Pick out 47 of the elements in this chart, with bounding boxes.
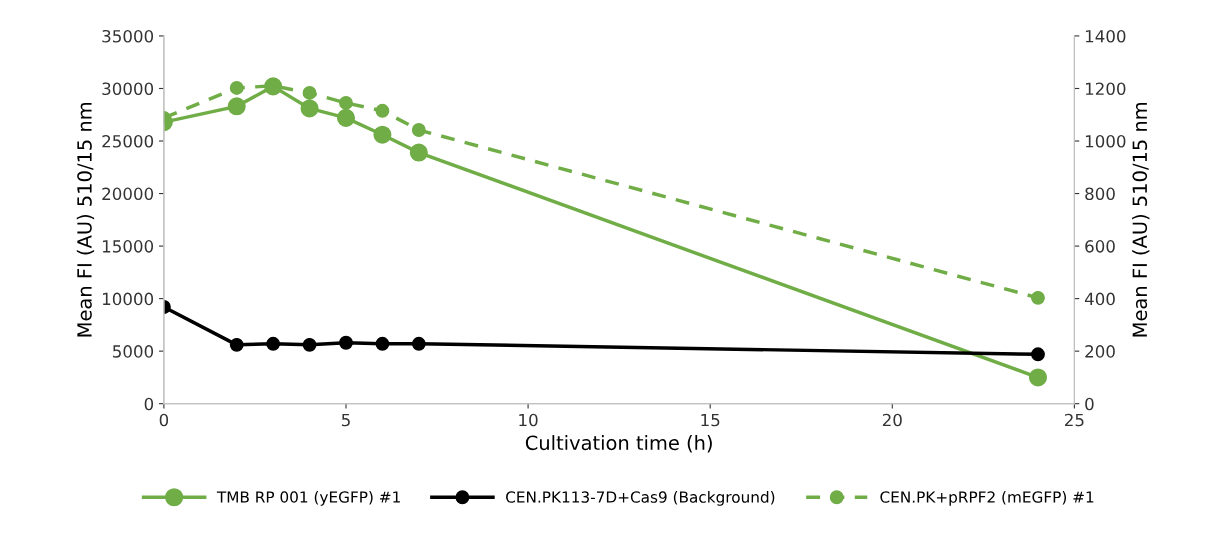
x-tick-label: 5 xyxy=(341,413,350,427)
x-tick-label: 10 xyxy=(519,413,538,427)
point xyxy=(227,97,246,116)
y-tick-label: 5000 xyxy=(113,345,154,358)
point xyxy=(375,336,390,351)
y2-tick-label: 400 xyxy=(1084,292,1115,306)
point xyxy=(339,335,353,350)
y-tick-label: 10000 xyxy=(102,292,154,306)
point xyxy=(373,125,392,144)
y2-tick-label: 1200 xyxy=(1085,82,1126,96)
y-tick-label: 35000 xyxy=(102,29,154,43)
legend-label: CEN.PK113-7D+Cas9 (Background) xyxy=(506,490,775,506)
y-tick-label: 25000 xyxy=(102,134,154,148)
point xyxy=(336,108,356,127)
y-tick-label: 15000 xyxy=(102,240,154,253)
point xyxy=(1031,347,1045,362)
y2-tick-label: 200 xyxy=(1085,345,1115,358)
legend-label: TMB RP 001 (yEGFP) #1 xyxy=(216,491,400,506)
point xyxy=(300,99,319,118)
y-tick-label: 0 xyxy=(144,397,154,411)
point xyxy=(266,336,281,351)
y2-tick-label: 600 xyxy=(1085,240,1115,253)
y-tick-label: 20000 xyxy=(102,187,154,201)
point xyxy=(411,336,426,351)
x-axis-title: Cultivation time (h) xyxy=(525,435,712,453)
x-tick-label: 25 xyxy=(1065,413,1084,427)
point xyxy=(375,103,390,118)
x-tick-label: 15 xyxy=(701,413,720,427)
y2-tick-label: 800 xyxy=(1085,187,1115,201)
y2-tick-label: 1400 xyxy=(1085,29,1126,43)
y2-tick-label: 1000 xyxy=(1085,134,1126,148)
point xyxy=(411,123,426,137)
point xyxy=(409,143,428,162)
x-tick-label: 0 xyxy=(159,413,169,427)
legend-label: CEN.PK+pRPF2 (mEGFP) #1 xyxy=(880,491,1094,506)
y2-tick-label: 0 xyxy=(1085,397,1094,411)
point xyxy=(229,337,244,352)
y-tick-label: 30000 xyxy=(102,82,154,96)
point xyxy=(302,86,317,100)
point xyxy=(1028,368,1047,387)
point xyxy=(229,81,244,95)
y2-axis-title: Mean FI (AU) 510/15 nm xyxy=(1132,102,1150,337)
point xyxy=(302,337,317,352)
y-axis-title: Mean FI (AU) 510/15 nm xyxy=(76,102,95,337)
point xyxy=(339,95,353,110)
x-tick-label: 20 xyxy=(882,413,902,427)
point xyxy=(1031,290,1045,305)
